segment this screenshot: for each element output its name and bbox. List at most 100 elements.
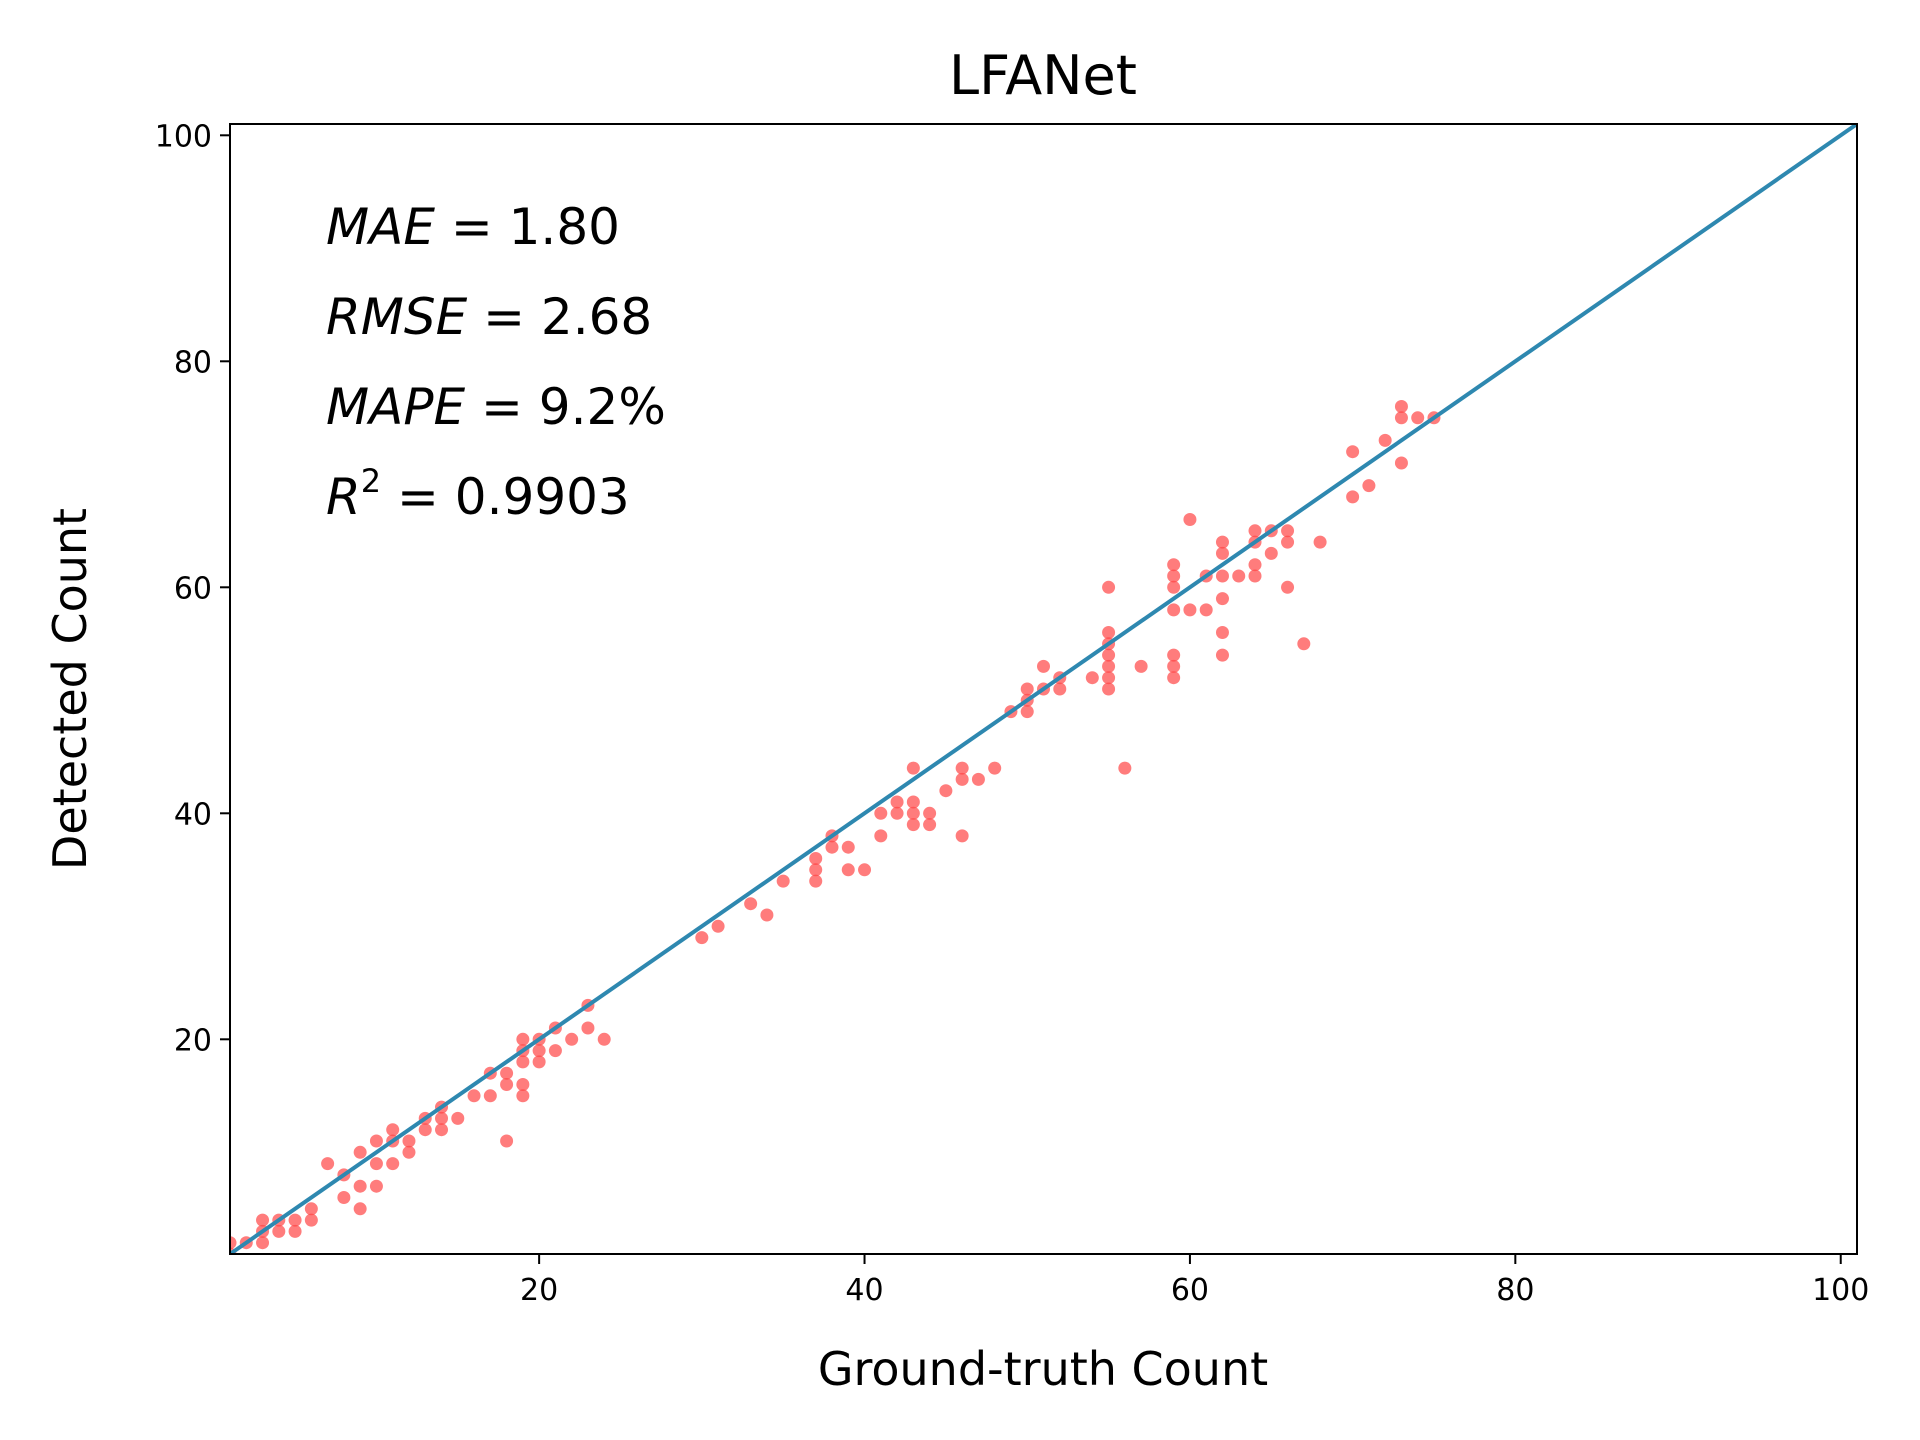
data-point [1053, 682, 1067, 696]
data-point [304, 1202, 318, 1216]
data-point [230, 1236, 237, 1250]
data-point [516, 1089, 530, 1103]
rmse-equals: = [467, 288, 541, 346]
data-point [581, 1021, 595, 1035]
data-point [1248, 558, 1262, 572]
y-axis-title: Detected Count [43, 508, 97, 870]
data-point [369, 1179, 383, 1193]
data-point [1215, 592, 1229, 606]
mape-annotation: MAPE = 9.2% [326, 378, 666, 436]
data-point [337, 1191, 351, 1204]
data-point [1167, 569, 1181, 583]
data-point [402, 1145, 416, 1159]
data-point [1102, 682, 1116, 696]
data-point [532, 1055, 546, 1069]
data-point [809, 863, 823, 877]
data-point [272, 1224, 286, 1238]
rmse-label: RMSE [326, 288, 468, 346]
data-point [500, 1134, 514, 1148]
data-point [256, 1213, 270, 1227]
chart-title: LFANet [949, 44, 1137, 107]
x-tick-label: 80 [1496, 1273, 1534, 1308]
y-tick-label: 40 [174, 797, 212, 832]
data-point [1394, 456, 1408, 470]
metrics-annotation: MAE = 1.80 RMSE = 2.68 MAPE = 9.2% R2 = … [326, 198, 666, 526]
data-point [923, 806, 937, 820]
y-tick-label: 20 [174, 1023, 212, 1058]
data-point [1394, 411, 1408, 425]
x-tick-label: 100 [1812, 1273, 1869, 1308]
data-point [1215, 569, 1229, 583]
data-point [874, 806, 888, 820]
data-point [1378, 433, 1392, 447]
data-point [1215, 546, 1229, 560]
data-point [1167, 580, 1181, 594]
data-point [500, 1078, 514, 1091]
mape-equals: = [465, 378, 539, 436]
data-point [1362, 479, 1376, 493]
data-point [288, 1213, 302, 1227]
data-point [1346, 445, 1360, 459]
data-point [939, 784, 953, 798]
data-point [418, 1123, 432, 1137]
data-point [516, 1078, 530, 1091]
x-tick-label: 60 [1171, 1273, 1209, 1308]
data-point [988, 761, 1002, 775]
data-point [1102, 671, 1116, 685]
data-point [1167, 648, 1181, 662]
data-point [288, 1224, 302, 1238]
x-tick-label: 40 [845, 1273, 883, 1308]
data-point [890, 806, 904, 820]
data-point [711, 919, 725, 933]
identity-reference-line [230, 124, 1857, 1254]
data-point [1102, 659, 1116, 673]
data-point [744, 897, 758, 911]
data-point [435, 1123, 449, 1137]
data-point [1183, 513, 1197, 526]
data-point [955, 772, 969, 786]
data-point [906, 761, 920, 775]
data-point [369, 1134, 383, 1148]
data-point [1134, 659, 1148, 673]
data-point [1199, 603, 1213, 617]
data-point [1167, 671, 1181, 685]
data-point [874, 829, 888, 843]
data-point [1020, 682, 1034, 696]
data-point [516, 1032, 530, 1046]
x-axis-ticks: 20 40 60 80 100 [520, 1254, 1869, 1308]
data-point [256, 1236, 270, 1250]
data-point [516, 1055, 530, 1069]
data-point [841, 863, 855, 877]
mape-value: 9.2 [539, 378, 619, 436]
data-point [1102, 648, 1116, 662]
data-point [500, 1066, 514, 1080]
r2-annotation: R2 = 0.9903 [326, 462, 630, 526]
data-point [1281, 580, 1295, 594]
y-tick-label: 60 [174, 571, 212, 606]
data-point [1232, 569, 1246, 583]
data-point [353, 1179, 367, 1193]
data-point [890, 795, 904, 809]
x-axis-title: Ground-truth Count [818, 1342, 1268, 1396]
r2-equals: = [381, 468, 455, 526]
data-point [565, 1032, 579, 1046]
data-point [955, 829, 969, 843]
data-point [1167, 558, 1181, 572]
data-point [1281, 535, 1295, 549]
data-point [1281, 524, 1295, 538]
data-point [1297, 637, 1311, 651]
mae-value: 1.80 [509, 198, 620, 256]
data-point [1020, 705, 1034, 719]
data-point [1102, 626, 1116, 639]
data-point [1264, 546, 1278, 560]
data-point [1248, 569, 1262, 583]
data-point [304, 1213, 318, 1227]
data-point [1394, 400, 1408, 413]
data-point [923, 818, 937, 832]
data-point [1313, 535, 1327, 549]
data-point [841, 840, 855, 854]
data-point [955, 761, 969, 775]
mae-annotation: MAE = 1.80 [326, 198, 620, 256]
